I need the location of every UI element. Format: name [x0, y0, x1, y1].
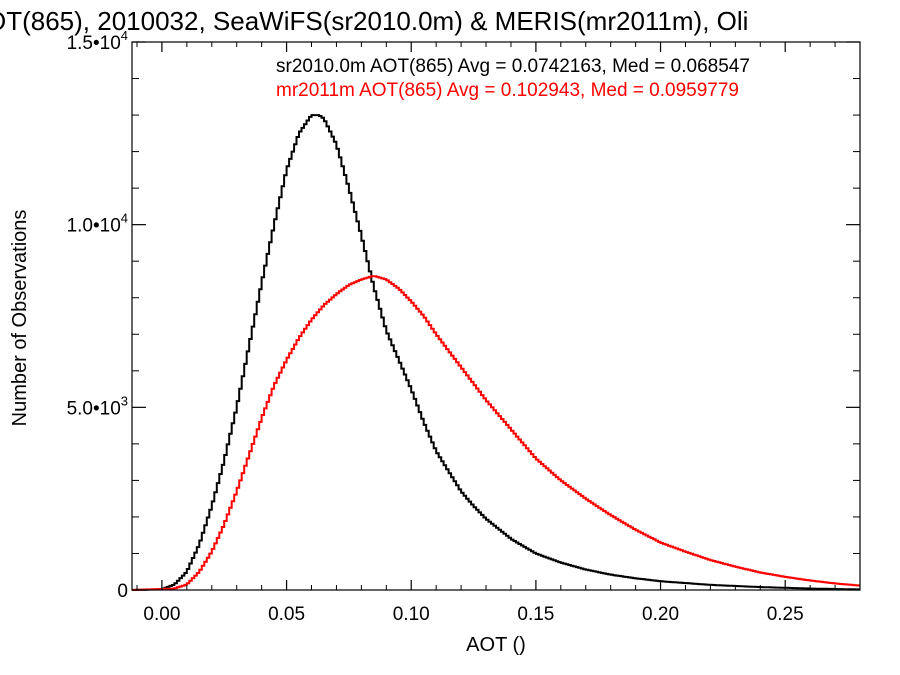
series-2-histogram — [132, 275, 860, 591]
y-tick-label: 0 — [117, 581, 128, 602]
x-tick-label: 0.25 — [767, 604, 804, 625]
y-tick-label: 1.5•104 — [67, 28, 128, 54]
x-tick-label: 0.20 — [642, 604, 679, 625]
x-tick-label: 0.00 — [143, 604, 180, 625]
annotation-2: mr2011m AOT(865) Avg = 0.102943, Med = 0… — [276, 80, 739, 101]
x-tick-label: 0.10 — [393, 604, 430, 625]
y-axis: 0 5.0•103 1.0•104 1.5•104 — [67, 28, 860, 602]
series-1-histogram — [132, 114, 860, 591]
chart-title: OT(865), 2010032, SeaWiFS(sr2010.0m) & M… — [0, 6, 748, 36]
legend-annotations: sr2010.0m AOT(865) Avg = 0.0742163, Med … — [276, 56, 750, 101]
y-tick-label: 1.0•104 — [67, 211, 128, 237]
x-axis: 0.00 0.05 0.10 0.15 0.20 0.25 — [136, 42, 836, 625]
x-tick-label: 0.05 — [268, 604, 305, 625]
y-tick-label: 5.0•103 — [67, 393, 128, 419]
x-axis-label: AOT () — [466, 634, 526, 656]
plot-frame — [131, 41, 861, 591]
y-axis-label: Number of Observations — [9, 210, 31, 427]
x-tick-label: 0.15 — [517, 604, 554, 625]
annotation-1: sr2010.0m AOT(865) Avg = 0.0742163, Med … — [276, 56, 750, 77]
series-layer — [132, 114, 860, 591]
